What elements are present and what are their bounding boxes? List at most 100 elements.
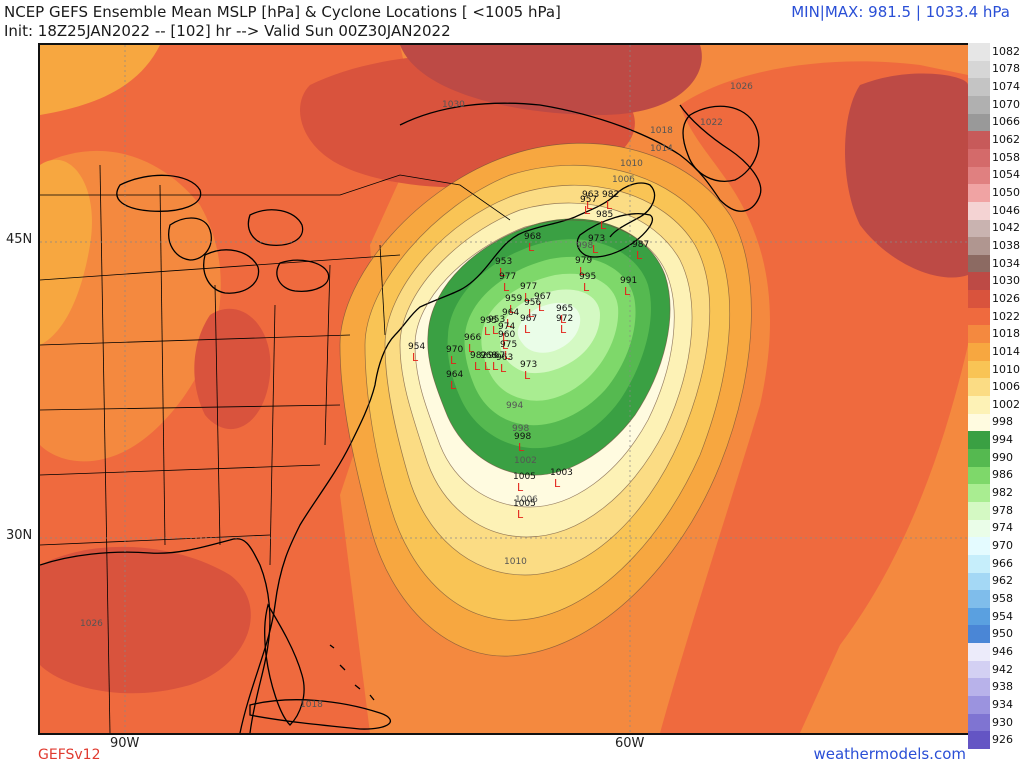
cyclone-pressure: 982 [602, 190, 619, 200]
low-symbol: L [509, 303, 516, 316]
map-panel: 1030 1026 1018 1022 1014 1010 1006 998 994 998 100… [38, 43, 970, 735]
cyclone-pressure: 1003 [550, 468, 573, 478]
cyclone-pressure: 987 [632, 240, 649, 250]
pressure-colorbar [968, 43, 990, 750]
cyclone-pressure: 968 [480, 351, 497, 361]
colorbar-swatch [968, 60, 990, 79]
colorbar-label: 1006 [992, 380, 1020, 394]
isobar-fill-1014-nw [40, 45, 160, 115]
colorbar-swatch [968, 572, 990, 591]
colorbar-swatch [968, 360, 990, 379]
cyclone-pressure: 953 [488, 315, 505, 325]
cyclone-pressure: 964 [502, 308, 519, 318]
cyclone-pressure: 964 [446, 370, 463, 380]
colorbar-label: 998 [992, 415, 1013, 429]
isobar-label: 1022 [700, 118, 723, 128]
colorbar-label: 950 [992, 627, 1013, 641]
colorbar-label: 1042 [992, 221, 1020, 235]
cyclone-pressure: 968 [524, 232, 541, 242]
cyclone-pressure: 998 [514, 432, 531, 442]
lat-label-30n: 30N [6, 528, 33, 543]
low-symbol: L [524, 323, 531, 336]
isobar-fill-1026-ohio [194, 308, 271, 430]
colorbar-swatch [968, 325, 990, 344]
coastlines [40, 102, 762, 733]
cyclone-pressure: 957 [580, 195, 597, 205]
isobar-labels: 1030 1026 1018 1022 1014 1010 1006 998 994 998 100… [80, 82, 753, 710]
site-credit[interactable]: weathermodels.com [813, 745, 966, 763]
low-symbol: L [517, 481, 524, 494]
low-symbol: L [504, 349, 511, 362]
colorbar-label: 1038 [992, 238, 1020, 252]
colorbar-label: 930 [992, 715, 1013, 729]
low-symbol: L [484, 360, 491, 373]
colorbar-swatch [968, 448, 990, 468]
low-symbol: L [560, 323, 567, 336]
colorbar-swatch [968, 643, 990, 662]
colorbar-swatch [968, 413, 990, 432]
cyclone-pressure: 974 [498, 322, 515, 332]
colorbar-label: 1078 [992, 62, 1020, 76]
colorbar-label: 962 [992, 574, 1013, 588]
cyclone-pressure: 967 [534, 292, 551, 302]
colorbar-label: 1062 [992, 133, 1020, 147]
colorbar-label: 1030 [992, 274, 1020, 288]
low-symbol: L [506, 317, 513, 330]
low-symbol: L [518, 441, 525, 454]
colorbar-swatch [968, 731, 990, 750]
low-symbol: L [468, 342, 475, 355]
colorbar-label: 1026 [992, 291, 1020, 305]
cyclone-pressure: 966 [464, 333, 481, 343]
colorbar-swatch [968, 378, 990, 397]
cyclone-pressure: 972 [556, 314, 573, 324]
colorbar-label: 1022 [992, 309, 1020, 323]
isobar-fill-974 [517, 302, 581, 353]
isobar-label: 994 [506, 401, 523, 411]
colorbar-label: 926 [992, 733, 1013, 747]
isobar-label: 1030 [442, 100, 465, 110]
isobar-fill-1014-w [40, 159, 92, 345]
low-symbol: L [624, 285, 631, 298]
colorbar-swatch [968, 713, 990, 732]
colorbar-label: 1070 [992, 97, 1020, 111]
colorbar-swatch [968, 431, 990, 450]
low-symbol: L [528, 241, 535, 254]
low-symbol: L [584, 204, 591, 217]
colorbar-swatch [968, 484, 990, 503]
colorbar-swatch [968, 519, 990, 538]
isobar-label: 998 [512, 424, 529, 434]
colorbar-swatch [968, 113, 990, 132]
isobar-label: 1018 [300, 700, 323, 710]
colorbar-swatch [968, 237, 990, 256]
isobar-label: 1018 [650, 126, 673, 136]
colorbar-swatch [968, 343, 990, 362]
min-max-readout: MIN|MAX: 981.5 | 1033.4 hPa [791, 3, 1010, 21]
low-symbol: L [606, 199, 613, 212]
low-symbol: L [524, 369, 531, 382]
colorbar-label: 1018 [992, 327, 1020, 341]
isobar-label: 1002 [514, 456, 537, 466]
init-time: Init: 18Z25JAN2022 -- [102] hr --> Valid… [4, 22, 451, 40]
low-symbol: L [502, 339, 509, 352]
lon-label-90w: 90W [110, 736, 140, 751]
colorbar-label: 978 [992, 503, 1013, 517]
low-symbol: L [528, 307, 535, 320]
low-symbol: L [492, 360, 499, 373]
low-symbol: L [474, 360, 481, 373]
colorbar-label: 1066 [992, 115, 1020, 129]
low-symbol: L [583, 281, 590, 294]
